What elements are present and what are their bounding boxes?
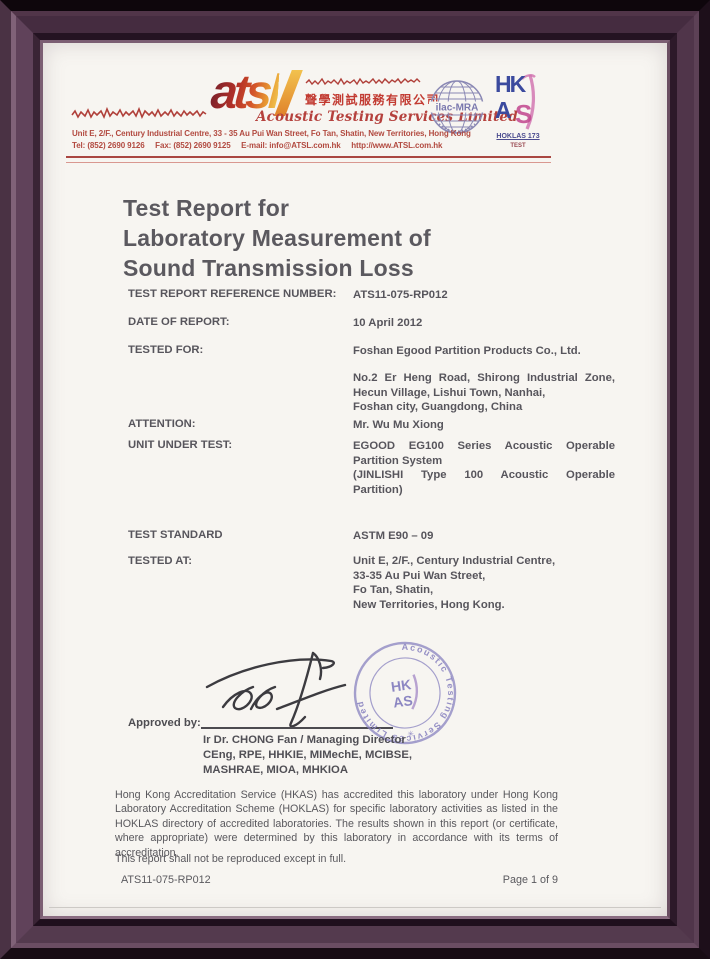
header-address-line: Unit E, 2/F., Century Industrial Centre,…	[72, 129, 471, 138]
approver-qualifications-2: MASHRAE, MIOA, MHKIOA	[203, 764, 348, 776]
tested-at-value: Unit E, 2/F., Century Industrial Centre,…	[353, 554, 615, 612]
tested-at-line: Fo Tan, Shatin,	[353, 584, 434, 596]
frame-main-band	[16, 16, 694, 943]
approved-by-label: Approved by:	[128, 717, 201, 729]
page-number: Page 1 of 9	[502, 874, 558, 886]
waveform-right-icon	[305, 77, 421, 86]
report-page: atsl 聲學測試服務有限公司 Acoustic Testing Service…	[43, 43, 667, 916]
page-bottom-edge	[49, 907, 661, 908]
ref-number-label: TEST REPORT REFERENCE NUMBER:	[128, 288, 337, 300]
hkas-letter-s: S	[515, 99, 532, 129]
tested-at-line: 33-35 Au Pui Wan Street,	[353, 569, 486, 582]
frame-inner-groove	[33, 33, 677, 926]
stamp-bottom-mark-icon: ✳	[407, 729, 415, 739]
tested-at-line: Unit E, 2/F., Century Industrial Centre,	[353, 555, 556, 567]
signature-line	[201, 727, 393, 729]
ilac-mra-logo: ilac-MRA	[429, 80, 485, 134]
test-standard-value: ASTM E90 – 09	[353, 530, 434, 542]
unit-under-test-label: UNIT UNDER TEST:	[128, 439, 233, 451]
tested-for-label: TESTED FOR:	[128, 344, 204, 356]
stamp-center-hk: HK	[390, 676, 412, 695]
hkas-letter-a: A	[495, 97, 512, 123]
header-contact-line: Tel: (852) 2690 9126 Fax: (852) 2690 912…	[72, 141, 443, 150]
signature	[205, 651, 347, 728]
approver-name-title: Ir Dr. CHONG Fan / Managing Director	[203, 734, 406, 746]
hoklas-accreditation-label: HOKLAS 173	[496, 133, 540, 140]
unit-under-test-line: (JINLISHI Type 100 Acoustic Operable	[353, 469, 615, 481]
report-title-line2: Laboratory Measurement of	[123, 225, 431, 251]
report-title-line1: Test Report for	[123, 195, 290, 221]
attention-label: ATTENTION:	[128, 418, 196, 430]
frame-outer-lip	[11, 11, 699, 948]
header-divider	[66, 156, 551, 163]
approver-qualifications-1: CEng, RPE, HHKIE, MIMechE, MCIBSE,	[203, 749, 413, 761]
hkas-letters-hk: HK	[495, 71, 527, 97]
report-title: Test Report for Laboratory Measurement o…	[123, 193, 431, 283]
waveform-left-icon	[71, 106, 207, 119]
date-label: DATE OF REPORT:	[128, 316, 230, 328]
attention-value: Mr. Wu Mu Xiong	[353, 419, 444, 431]
stamp-center-as: AS	[392, 692, 413, 711]
report-title-line3: Sound Transmission Loss	[123, 255, 414, 281]
tested-for-address-line: No.2 Er Heng Road, Shirong Industrial Zo…	[353, 372, 615, 384]
hkas-logo: HK A S	[495, 71, 536, 130]
tested-for-address-line: Hecun Village, Lishui Town, Nanhai,	[353, 386, 546, 399]
tested-for-address: No.2 Er Heng Road, Shirong Industrial Zo…	[353, 371, 615, 415]
unit-under-test-line: Partition)	[353, 483, 403, 496]
ilac-mra-label: ilac-MRA	[436, 103, 479, 114]
frame-inner-lip	[40, 40, 670, 919]
unit-under-test-line: EGOOD EG100 Series Acoustic Operable	[353, 440, 615, 452]
ref-number-value: ATS11-075-RP012	[353, 289, 448, 301]
footer-report-ref: ATS11-075-RP012	[121, 874, 211, 886]
date-value: 10 April 2012	[353, 317, 423, 329]
unit-under-test-value: EGOOD EG100 Series Acoustic Operable Par…	[353, 439, 615, 497]
company-name-chinese: 聲學測試服務有限公司	[305, 93, 441, 107]
unit-under-test-line: Partition System	[353, 454, 443, 467]
company-stamp: Acoustic Testing Services Limited ✳ HK A…	[347, 635, 462, 750]
accreditation-statement: Hong Kong Accreditation Service (HKAS) h…	[115, 789, 558, 859]
tested-for-value: Foshan Egood Partition Products Co., Ltd…	[353, 345, 581, 357]
tested-at-label: TESTED AT:	[128, 555, 193, 567]
hoklas-test-label: TEST	[510, 143, 526, 149]
tested-at-line: New Territories, Hong Kong.	[353, 598, 505, 611]
approver-block: Ir Dr. CHONG Fan / Managing Director CEn…	[203, 733, 412, 778]
reproduction-note: This report shall not be reproduced exce…	[115, 853, 347, 865]
test-standard-label: TEST STANDARD	[128, 529, 223, 541]
tested-for-address-line: Foshan city, Guangdong, China	[353, 401, 523, 413]
